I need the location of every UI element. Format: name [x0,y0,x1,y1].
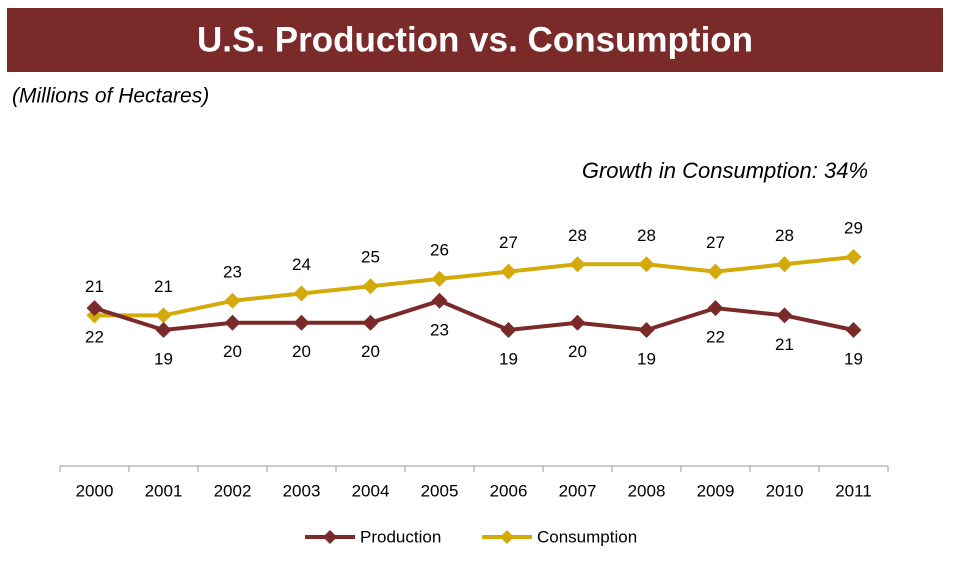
data-label: 21 [154,277,173,296]
x-tick-label: 2009 [697,481,735,500]
data-label: 20 [223,342,242,361]
chart-title: U.S. Production vs. Consumption [197,20,753,59]
x-tick-label: 2010 [766,481,804,500]
data-point [638,256,655,273]
data-point [431,270,448,287]
data-label: 26 [430,240,449,259]
data-point [362,314,379,331]
data-label: 27 [499,233,518,252]
data-point [293,314,310,331]
data-point [638,322,655,338]
data-point [86,300,103,317]
x-tick-label: 2001 [145,481,183,500]
data-label: 23 [430,320,449,339]
x-tick-label: 2008 [628,481,666,500]
data-label: 20 [292,342,311,361]
legend-label: Production [360,527,441,546]
data-point [431,292,448,309]
data-point [224,314,241,331]
title-banner [7,8,943,72]
data-label: 28 [637,226,656,245]
data-label: 28 [568,226,587,245]
x-tick-label: 2006 [490,481,528,500]
data-point [293,285,310,302]
data-label: 19 [499,349,518,368]
data-label: 27 [706,233,725,252]
annotation: Growth in Consumption: 34% [582,158,868,183]
x-tick-label: 2011 [835,481,872,500]
data-point [569,256,586,273]
data-point [776,307,793,324]
data-label: 20 [568,342,587,361]
data-label: 29 [844,218,863,237]
legend-marker [323,530,337,544]
x-tick-label: 2000 [76,481,114,500]
data-point [155,322,172,338]
legend-label: Consumption [537,527,637,546]
chart-subtitle: (Millions of Hectares) [12,85,209,108]
x-tick-label: 2007 [559,481,597,500]
data-label: 19 [637,349,656,368]
data-point [776,256,793,273]
data-label: 25 [361,248,380,267]
legend-marker [500,530,514,544]
data-point [845,249,862,265]
data-point [500,322,517,338]
data-point [362,278,379,295]
data-label: 28 [775,226,794,245]
series-line [94,255,854,318]
data-point [224,292,241,309]
series-line [93,298,854,333]
data-label: 19 [154,349,173,368]
data-label: 21 [85,277,104,296]
data-point [155,307,172,324]
data-point [707,263,724,280]
data-point [569,314,586,331]
x-tick-label: 2005 [421,481,459,500]
data-label: 22 [706,328,725,347]
data-label: 22 [85,328,104,347]
x-tick-label: 2003 [283,481,321,500]
x-tick-label: 2002 [214,481,252,500]
data-label: 23 [223,262,242,281]
data-point [500,263,517,280]
data-point [845,322,862,338]
data-label: 24 [292,255,311,274]
data-point [707,300,724,317]
data-label: 21 [775,335,794,354]
data-label: 20 [361,342,380,361]
x-tick-label: 2004 [352,481,390,500]
data-label: 19 [844,349,863,368]
